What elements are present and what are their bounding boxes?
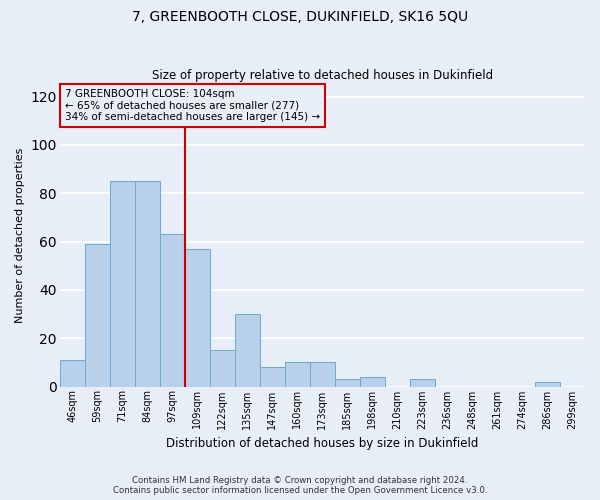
Bar: [360, 377, 385, 386]
Y-axis label: Number of detached properties: Number of detached properties: [15, 148, 25, 323]
Bar: [110, 181, 135, 386]
Title: Size of property relative to detached houses in Dukinfield: Size of property relative to detached ho…: [152, 69, 493, 82]
Bar: [235, 314, 260, 386]
Bar: [310, 362, 335, 386]
Bar: [535, 382, 560, 386]
Bar: [185, 249, 210, 386]
Text: 7 GREENBOOTH CLOSE: 104sqm
← 65% of detached houses are smaller (277)
34% of sem: 7 GREENBOOTH CLOSE: 104sqm ← 65% of deta…: [65, 89, 320, 122]
Bar: [335, 380, 360, 386]
Bar: [285, 362, 310, 386]
Bar: [60, 360, 85, 386]
Bar: [160, 234, 185, 386]
Bar: [210, 350, 235, 386]
X-axis label: Distribution of detached houses by size in Dukinfield: Distribution of detached houses by size …: [166, 437, 479, 450]
Bar: [85, 244, 110, 386]
Bar: [135, 181, 160, 386]
Bar: [410, 380, 435, 386]
Text: 7, GREENBOOTH CLOSE, DUKINFIELD, SK16 5QU: 7, GREENBOOTH CLOSE, DUKINFIELD, SK16 5Q…: [132, 10, 468, 24]
Bar: [260, 367, 285, 386]
Text: Contains HM Land Registry data © Crown copyright and database right 2024.
Contai: Contains HM Land Registry data © Crown c…: [113, 476, 487, 495]
